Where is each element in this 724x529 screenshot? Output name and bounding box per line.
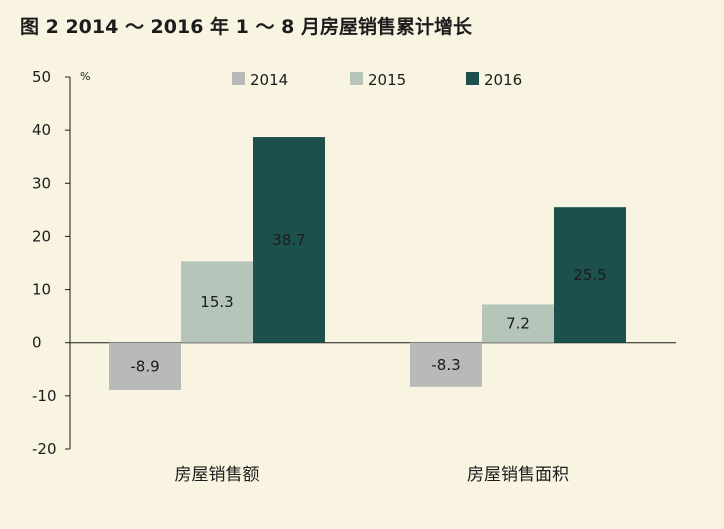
bar-2015-0 <box>181 261 253 343</box>
legend-label: 2015 <box>368 71 406 89</box>
data-label: 15.3 <box>200 293 233 311</box>
data-label: 25.5 <box>573 266 606 284</box>
data-label: -8.3 <box>431 356 460 374</box>
bar-2014-1 <box>410 342 482 387</box>
y-tick-label: -10 <box>32 387 57 405</box>
category-label: 房屋销售额 <box>175 465 260 485</box>
data-label: 7.2 <box>506 315 530 333</box>
chart-title: 图 2 2014 ～ 2016 年 1 ～ 8 月房屋销售累计增长 <box>20 15 473 38</box>
category-label: 房屋销售面积 <box>467 465 569 485</box>
y-tick-label: 20 <box>32 227 51 245</box>
data-label: 38.7 <box>272 231 305 249</box>
y-tick-label: 30 <box>32 174 51 192</box>
bar-2016-0 <box>253 137 325 343</box>
legend-swatch-2016 <box>466 72 479 85</box>
legend-swatch-2014 <box>232 72 245 85</box>
data-labels: -8.9 15.3 38.7 -8.3 7.2 25.5 <box>130 231 606 375</box>
y-tick-label: 0 <box>32 334 42 352</box>
y-tick-label: -20 <box>32 440 57 458</box>
bar-2016-1 <box>554 207 626 343</box>
y-tick-label: 40 <box>32 121 51 139</box>
legend-label: 2016 <box>484 71 522 89</box>
y-axis-unit: % <box>80 70 90 83</box>
legend: 2014 2015 2016 <box>232 71 522 89</box>
y-tick-label: 50 <box>32 68 51 86</box>
legend-swatch-2015 <box>350 72 363 85</box>
category-labels: 房屋销售额 房屋销售面积 <box>175 465 570 485</box>
bar-2014-0 <box>109 342 181 391</box>
data-label: -8.9 <box>130 357 159 375</box>
bars <box>109 137 626 391</box>
bar-2015-1 <box>482 304 554 343</box>
y-tick-label: 10 <box>32 281 51 299</box>
legend-label: 2014 <box>250 71 288 89</box>
